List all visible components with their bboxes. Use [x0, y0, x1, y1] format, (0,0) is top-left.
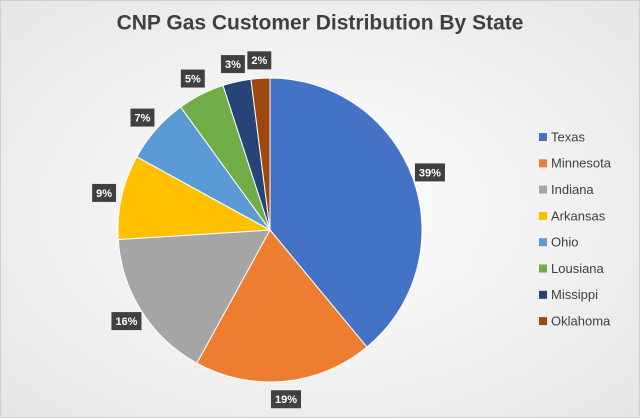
label-box	[111, 312, 142, 331]
legend-label: Texas	[551, 129, 585, 144]
pie-slice	[250, 77, 271, 231]
legend-swatch	[539, 264, 547, 273]
legend-swatch	[539, 317, 547, 326]
label-box	[180, 69, 205, 88]
legend-swatch	[539, 290, 547, 299]
legend-label: Indiana	[551, 182, 594, 197]
pie-slice	[117, 229, 271, 364]
data-label: 19%	[275, 394, 297, 406]
legend-swatch	[539, 211, 547, 220]
chart-title: CNP Gas Customer Distribution By State	[117, 12, 524, 35]
data-label: 9%	[96, 188, 112, 200]
legend-swatch	[539, 238, 547, 247]
legend-swatch	[539, 159, 547, 168]
label-box	[220, 55, 245, 74]
data-label: 39%	[419, 167, 441, 179]
data-label: 2%	[251, 55, 267, 67]
label-box	[130, 108, 155, 127]
legend-swatch	[539, 133, 547, 141]
legend-label: Lousiana	[551, 261, 605, 276]
data-label: 5%	[185, 73, 201, 85]
pie-slice	[117, 156, 272, 241]
legend-swatch	[539, 185, 547, 194]
label-box	[92, 183, 117, 202]
legend-label: Missippi	[551, 287, 598, 302]
pie-slice	[196, 229, 368, 383]
label-box	[414, 163, 445, 182]
pie-slice	[269, 77, 423, 348]
data-label: 3%	[225, 59, 241, 71]
legend-label: Oklahoma	[551, 314, 611, 329]
label-box	[270, 390, 302, 409]
legend-label: Arkansas	[551, 208, 606, 223]
label-box	[247, 51, 272, 70]
legend-label: Minnesota	[551, 156, 612, 171]
data-label: 7%	[135, 112, 151, 124]
data-label: 16%	[115, 316, 137, 328]
legend-label: Ohio	[551, 235, 578, 250]
